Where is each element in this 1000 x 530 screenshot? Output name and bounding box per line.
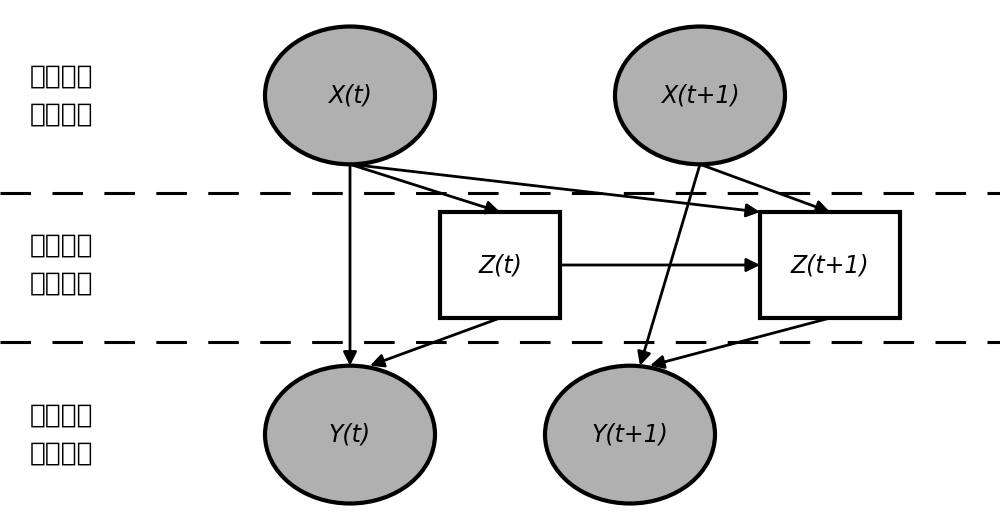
Ellipse shape [615,26,785,164]
Text: Y(t): Y(t) [329,422,371,447]
Text: Y(t+1): Y(t+1) [592,422,668,447]
Text: 隐藏层：
隐藏状态: 隐藏层： 隐藏状态 [30,233,94,297]
Text: X(t+1): X(t+1) [661,83,739,108]
Text: Z(t+1): Z(t+1) [791,253,869,277]
Ellipse shape [265,26,435,164]
Bar [440,212,560,318]
Ellipse shape [545,366,715,504]
Ellipse shape [265,366,435,504]
Text: Z(t): Z(t) [478,253,522,277]
Bar [760,212,900,318]
Text: 输出层：
质量变量: 输出层： 质量变量 [30,403,94,466]
Text: X(t): X(t) [328,83,372,108]
Text: 输入层：
过程变量: 输入层： 过程变量 [30,64,94,127]
